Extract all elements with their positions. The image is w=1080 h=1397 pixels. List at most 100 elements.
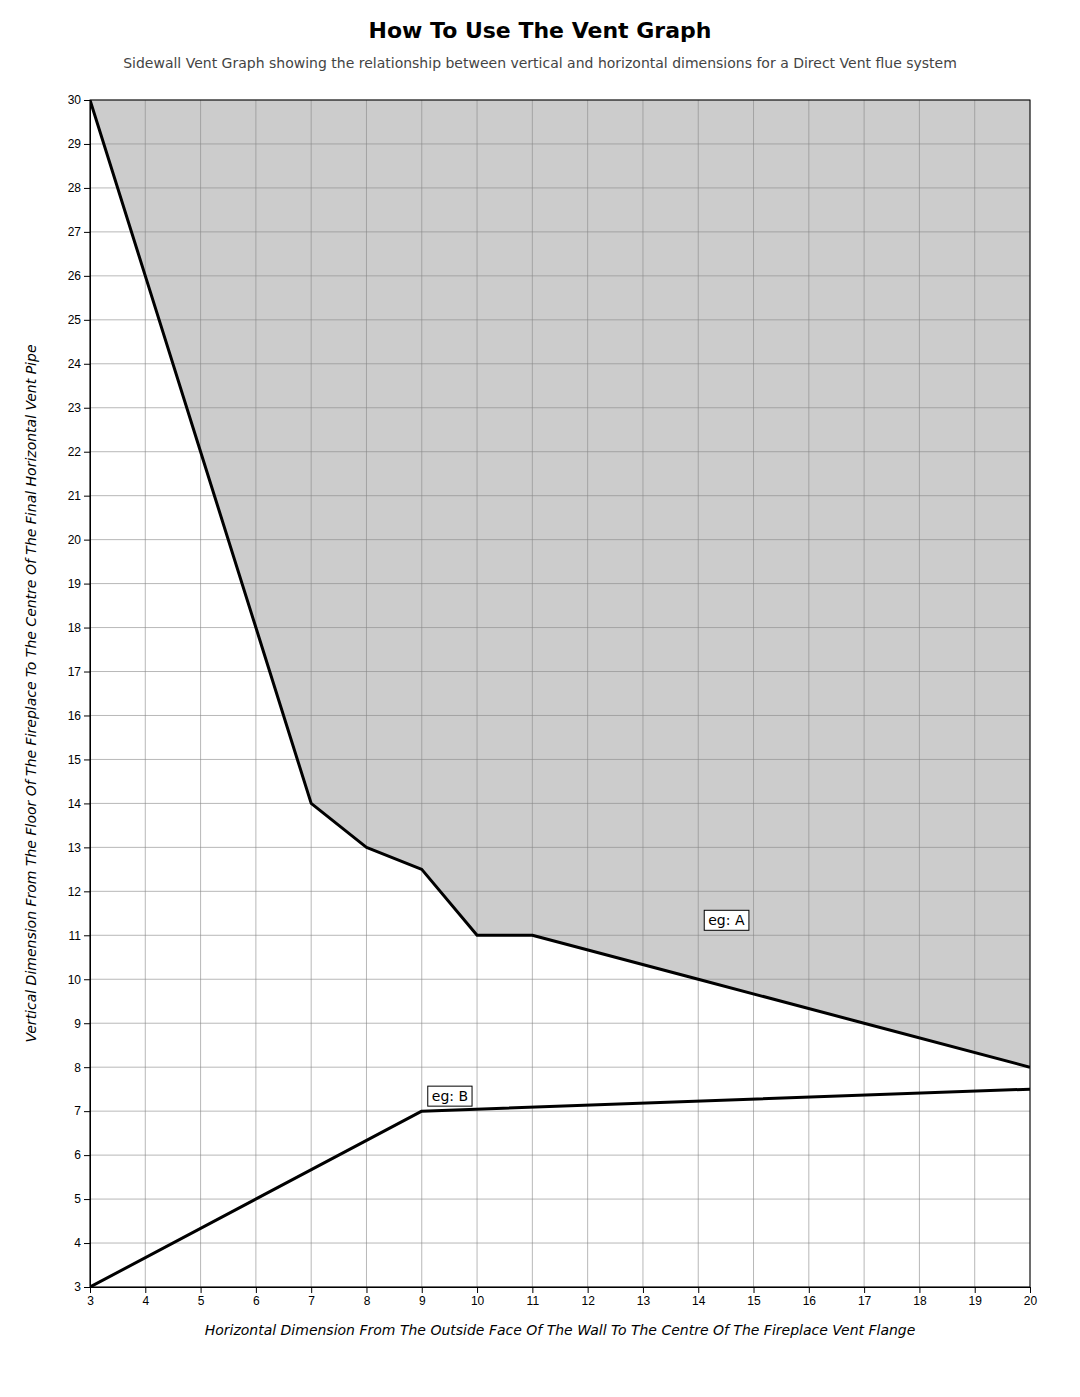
x-tick: 18 — [913, 1287, 927, 1308]
y-tick: 4 — [74, 1236, 90, 1250]
y-tick-label: 10 — [68, 973, 82, 987]
x-tick-mark — [809, 1287, 810, 1293]
y-tick-label: 13 — [68, 841, 82, 855]
y-tick-mark — [84, 540, 90, 541]
annotation-text: eg: A — [708, 912, 745, 928]
x-tick-mark — [1030, 1287, 1031, 1293]
x-tick-mark — [975, 1287, 976, 1293]
x-tick-mark — [366, 1287, 367, 1293]
y-tick: 26 — [68, 269, 90, 283]
y-tick-label: 24 — [68, 357, 82, 371]
annotations: eg: A eg: B — [428, 910, 749, 1106]
y-tick-mark — [84, 232, 90, 233]
x-tick-label: 7 — [308, 1294, 315, 1308]
y-tick: 7 — [74, 1104, 90, 1118]
x-tick-label: 9 — [419, 1294, 426, 1308]
x-tick-mark — [311, 1287, 312, 1293]
y-tick-label: 30 — [68, 93, 82, 107]
shaded-region — [90, 100, 1030, 1067]
plot-frame — [90, 100, 1030, 1287]
y-tick-label: 20 — [68, 533, 82, 547]
grid-line-x — [864, 100, 865, 1287]
y-tick: 23 — [68, 401, 90, 415]
y-tick: 16 — [68, 709, 90, 723]
x-axis: 34567891011121314151617181920 — [87, 1287, 1037, 1308]
y-tick: 18 — [68, 621, 90, 635]
y-tick: 28 — [68, 181, 90, 195]
x-tick-mark — [919, 1287, 920, 1293]
x-tick: 6 — [253, 1287, 260, 1308]
y-tick-label: 23 — [68, 401, 82, 415]
grid-line-y — [90, 539, 1030, 540]
x-tick-label: 6 — [253, 1294, 260, 1308]
grid-line-y — [90, 891, 1030, 892]
grid-line-y — [90, 1155, 1030, 1156]
grid-line-x — [421, 100, 422, 1287]
grid — [90, 100, 1030, 1287]
y-tick: 13 — [68, 841, 90, 855]
grid-line-y — [90, 143, 1030, 144]
annotation-box — [704, 910, 749, 930]
grid-line-y — [90, 495, 1030, 496]
y-tick-mark — [84, 452, 90, 453]
x-tick-label: 3 — [87, 1294, 94, 1308]
y-tick-mark — [84, 276, 90, 277]
x-tick: 16 — [803, 1287, 817, 1308]
y-tick: 20 — [68, 533, 90, 547]
grid-line-y — [90, 671, 1030, 672]
grid-line-x — [200, 100, 201, 1287]
x-tick: 3 — [87, 1287, 94, 1308]
x-tick-label: 5 — [198, 1294, 205, 1308]
y-tick: 30 — [68, 93, 90, 107]
x-tick: 10 — [471, 1287, 485, 1308]
x-tick: 5 — [198, 1287, 205, 1308]
x-tick-label: 17 — [858, 1294, 872, 1308]
y-tick-mark — [84, 1199, 90, 1200]
x-tick: 19 — [969, 1287, 983, 1308]
y-tick-mark — [84, 979, 90, 980]
x-tick-mark — [588, 1287, 589, 1293]
grid-line-x — [642, 100, 643, 1287]
grid-line-y — [90, 1199, 1030, 1200]
x-tick: 15 — [747, 1287, 761, 1308]
x-tick-label: 18 — [913, 1294, 927, 1308]
y-tick-label: 8 — [74, 1061, 81, 1075]
x-tick-label: 12 — [581, 1294, 595, 1308]
grid-line-y — [90, 1243, 1030, 1244]
grid-line-y — [90, 627, 1030, 628]
y-tick: 22 — [68, 445, 90, 459]
annotation-box — [428, 1086, 472, 1106]
y-tick-label: 22 — [68, 445, 82, 459]
grid-line-y — [90, 935, 1030, 936]
y-tick-mark — [84, 1155, 90, 1156]
lines — [90, 100, 1030, 1287]
y-tick-mark — [84, 584, 90, 585]
title: How To Use The Vent Graph — [369, 18, 712, 43]
y-tick-mark — [84, 628, 90, 629]
grid-line-x — [974, 100, 975, 1287]
annotation-text: eg: B — [432, 1088, 468, 1104]
y-tick-label: 19 — [68, 577, 82, 591]
grid-line-x — [311, 100, 312, 1287]
grid-line-y — [90, 231, 1030, 232]
x-tick-label: 16 — [803, 1294, 817, 1308]
y-tick-label: 6 — [74, 1148, 81, 1162]
x-tick-label: 14 — [692, 1294, 706, 1308]
grid-line-x — [587, 100, 588, 1287]
y-tick: 21 — [68, 489, 90, 503]
x-tick-mark — [864, 1287, 865, 1293]
y-tick-mark — [84, 1111, 90, 1112]
y-tick-mark — [84, 935, 90, 936]
y-tick-label: 4 — [74, 1236, 81, 1250]
x-tick-label: 10 — [471, 1294, 485, 1308]
y-tick: 10 — [68, 973, 90, 987]
grid-line-y — [90, 1023, 1030, 1024]
y-tick: 6 — [74, 1148, 90, 1162]
y-tick: 25 — [68, 313, 90, 327]
x-tick: 4 — [142, 1287, 149, 1308]
y-tick: 5 — [74, 1192, 90, 1206]
y-tick-label: 18 — [68, 621, 82, 635]
grid-line-y — [90, 451, 1030, 452]
y-tick-mark — [84, 803, 90, 804]
y-tick-mark — [84, 100, 90, 101]
